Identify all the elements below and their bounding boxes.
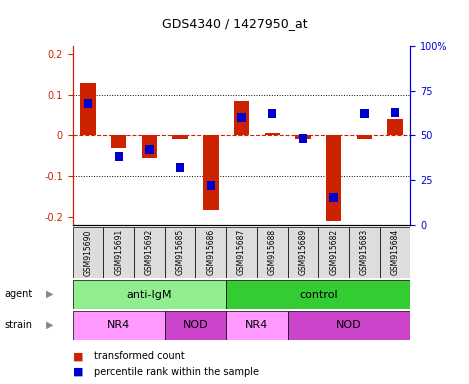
Bar [165, 311, 226, 340]
Text: ■: ■ [73, 367, 87, 377]
Bar [73, 280, 226, 309]
Bar [134, 227, 165, 278]
Bar [287, 227, 318, 278]
Text: GDS4340 / 1427950_at: GDS4340 / 1427950_at [162, 17, 307, 30]
Bar [287, 311, 410, 340]
Bar [142, 136, 157, 158]
Bar [295, 136, 310, 139]
Bar [207, 181, 215, 190]
Text: agent: agent [5, 289, 33, 299]
Bar [349, 227, 380, 278]
Bar [111, 136, 127, 147]
Bar [237, 113, 246, 122]
Text: GSM915687: GSM915687 [237, 229, 246, 275]
Text: GSM915686: GSM915686 [206, 229, 215, 275]
Text: NOD: NOD [182, 320, 208, 331]
Bar [265, 133, 280, 136]
Text: GSM915682: GSM915682 [329, 229, 338, 275]
Bar [73, 227, 103, 278]
Text: ▶: ▶ [45, 289, 53, 299]
Bar [234, 101, 249, 136]
Bar [299, 134, 307, 143]
Bar [114, 152, 123, 161]
Text: NR4: NR4 [107, 320, 130, 331]
Text: anti-IgM: anti-IgM [127, 290, 172, 300]
Text: GSM915683: GSM915683 [360, 229, 369, 275]
Bar [226, 227, 257, 278]
Bar [391, 108, 399, 117]
Bar [196, 227, 226, 278]
Bar [103, 227, 134, 278]
Bar [173, 136, 188, 139]
Bar [257, 227, 287, 278]
Bar [326, 136, 341, 220]
Bar [80, 83, 96, 136]
Bar [226, 280, 410, 309]
Bar [145, 145, 154, 154]
Text: GSM915692: GSM915692 [145, 229, 154, 275]
Text: ▶: ▶ [45, 320, 53, 330]
Text: NR4: NR4 [245, 320, 269, 331]
Text: NOD: NOD [336, 320, 362, 331]
Bar [380, 227, 410, 278]
Text: percentile rank within the sample: percentile rank within the sample [94, 367, 259, 377]
Bar [73, 311, 165, 340]
Bar [226, 311, 287, 340]
Text: GSM915690: GSM915690 [83, 229, 92, 276]
Text: strain: strain [5, 320, 33, 330]
Bar [165, 227, 196, 278]
Bar [360, 109, 369, 118]
Text: GSM915684: GSM915684 [391, 229, 400, 275]
Text: GSM915691: GSM915691 [114, 229, 123, 275]
Text: control: control [299, 290, 338, 300]
Bar [387, 119, 403, 136]
Text: GSM915689: GSM915689 [298, 229, 308, 275]
Text: GSM915688: GSM915688 [268, 229, 277, 275]
Bar [318, 227, 349, 278]
Text: GSM915685: GSM915685 [175, 229, 185, 275]
Bar [176, 163, 184, 172]
Bar [329, 194, 338, 202]
Bar [356, 136, 372, 139]
Text: ■: ■ [73, 351, 87, 361]
Bar [268, 109, 276, 118]
Text: transformed count: transformed count [94, 351, 184, 361]
Bar [84, 99, 92, 108]
Bar [203, 136, 219, 210]
